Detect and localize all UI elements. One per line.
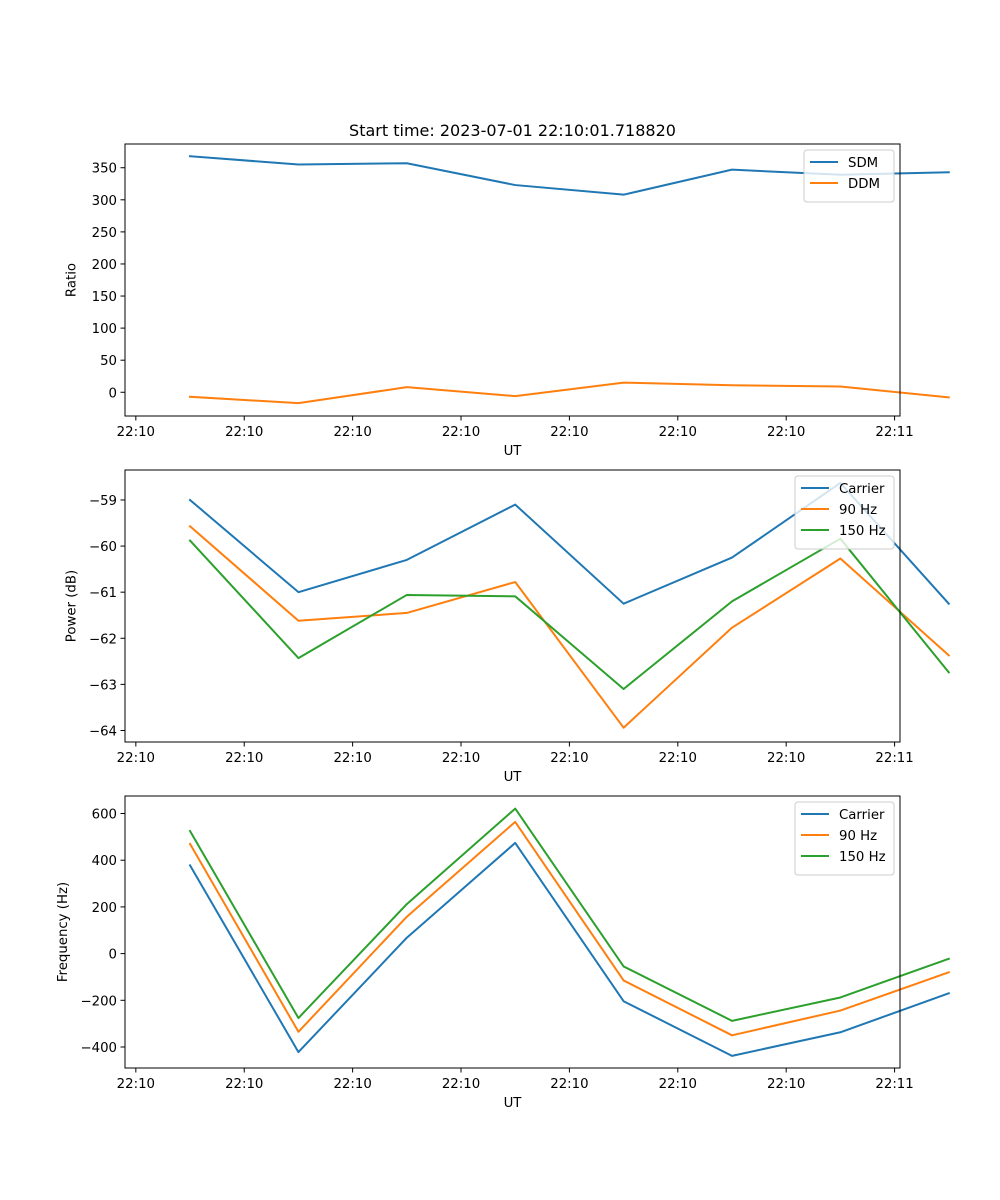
y-tick-label: 350 bbox=[92, 162, 117, 177]
y-tick-label: −400 bbox=[80, 1041, 117, 1056]
y-axis-label: Ratio bbox=[65, 263, 80, 297]
x-tick-label: 22:11 bbox=[875, 425, 913, 440]
x-tick-label: 22:10 bbox=[442, 1077, 480, 1092]
x-tick-label: 22:10 bbox=[550, 425, 588, 440]
y-tick-label: −59 bbox=[89, 494, 117, 509]
legend-label: 150 Hz bbox=[839, 850, 886, 865]
y-tick-label: 200 bbox=[92, 258, 117, 273]
legend: Carrier 90 Hz 150 Hz bbox=[794, 475, 895, 550]
legend-label: DDM bbox=[848, 177, 880, 192]
y-tick-label: 250 bbox=[92, 226, 117, 241]
x-tick-label: 22:10 bbox=[225, 1077, 263, 1092]
y-tick-label: 0 bbox=[109, 386, 117, 401]
x-tick-label: 22:10 bbox=[117, 425, 155, 440]
legend-label: SDM bbox=[848, 156, 878, 171]
x-tick-label: 22:10 bbox=[225, 751, 263, 766]
series-line-90-hz bbox=[188, 524, 951, 729]
y-tick-label: −62 bbox=[89, 632, 117, 647]
legend-label: Carrier bbox=[839, 482, 885, 497]
y-axis-label: Frequency (Hz) bbox=[56, 882, 71, 982]
axes-frame bbox=[124, 143, 901, 417]
chart-panel-2: 22:10 22:10 22:10 22:10 22:10 22:10 22:10 22:11… bbox=[65, 469, 951, 785]
x-tick-label: 22:10 bbox=[659, 751, 697, 766]
y-tick-label: 600 bbox=[92, 808, 117, 823]
legend: Carrier 90 Hz 150 Hz bbox=[794, 801, 895, 876]
series-line-ddm bbox=[188, 381, 950, 405]
chart-panel-3: 22:10 22:10 22:10 22:10 22:10 22:10 22:10 22:11… bbox=[56, 795, 951, 1111]
y-tick-label: 300 bbox=[92, 194, 117, 209]
x-tick-label: 22:10 bbox=[442, 425, 480, 440]
x-axis-label: UT bbox=[504, 770, 523, 785]
y-tick-label: −63 bbox=[89, 678, 117, 693]
x-tick-label: 22:10 bbox=[117, 1077, 155, 1092]
y-tick-label: 150 bbox=[92, 290, 117, 305]
legend-label: 150 Hz bbox=[839, 524, 886, 539]
legend: SDM DDM bbox=[803, 149, 895, 203]
legend-label: Carrier bbox=[839, 808, 885, 823]
y-tick-label: −61 bbox=[89, 586, 117, 601]
x-tick-label: 22:10 bbox=[767, 425, 805, 440]
x-tick-label: 22:10 bbox=[117, 751, 155, 766]
y-tick-label: 100 bbox=[92, 322, 117, 337]
y-tick-label: −60 bbox=[89, 540, 117, 555]
x-tick-label: 22:11 bbox=[875, 751, 913, 766]
axes-frame bbox=[124, 469, 901, 743]
y-tick-label: −200 bbox=[80, 994, 117, 1009]
x-tick-label: 22:10 bbox=[333, 751, 371, 766]
y-tick-label: −64 bbox=[89, 724, 117, 739]
x-tick-label: 22:10 bbox=[659, 425, 697, 440]
x-tick-label: 22:10 bbox=[767, 1077, 805, 1092]
x-axis-label: UT bbox=[504, 444, 523, 459]
y-tick-label: 400 bbox=[92, 854, 117, 869]
series-line-90-hz bbox=[188, 820, 951, 1037]
legend-label: 90 Hz bbox=[839, 829, 877, 844]
series-line-carrier bbox=[188, 841, 951, 1057]
x-tick-label: 22:10 bbox=[550, 751, 588, 766]
y-tick-label: 50 bbox=[100, 354, 117, 369]
series-line-150-hz bbox=[188, 807, 951, 1022]
x-tick-label: 22:10 bbox=[225, 425, 263, 440]
chart-title: Start time: 2023-07-01 22:10:01.718820 bbox=[349, 121, 676, 140]
x-axis-label: UT bbox=[504, 1096, 523, 1111]
chart-panel-1: 22:10 22:10 22:10 22:10 22:10 22:10 22:10 22:11… bbox=[65, 121, 950, 459]
y-axis-label: Power (dB) bbox=[65, 570, 80, 642]
x-tick-label: 22:10 bbox=[550, 1077, 588, 1092]
axes-frame bbox=[124, 795, 901, 1069]
legend-label: 90 Hz bbox=[839, 503, 877, 518]
x-tick-label: 22:10 bbox=[767, 751, 805, 766]
y-tick-label: 200 bbox=[92, 901, 117, 916]
y-tick-label: 0 bbox=[109, 948, 117, 963]
x-tick-label: 22:10 bbox=[333, 425, 371, 440]
x-tick-label: 22:11 bbox=[875, 1077, 913, 1092]
x-tick-label: 22:10 bbox=[659, 1077, 697, 1092]
x-tick-label: 22:10 bbox=[333, 1077, 371, 1092]
x-tick-label: 22:10 bbox=[442, 751, 480, 766]
